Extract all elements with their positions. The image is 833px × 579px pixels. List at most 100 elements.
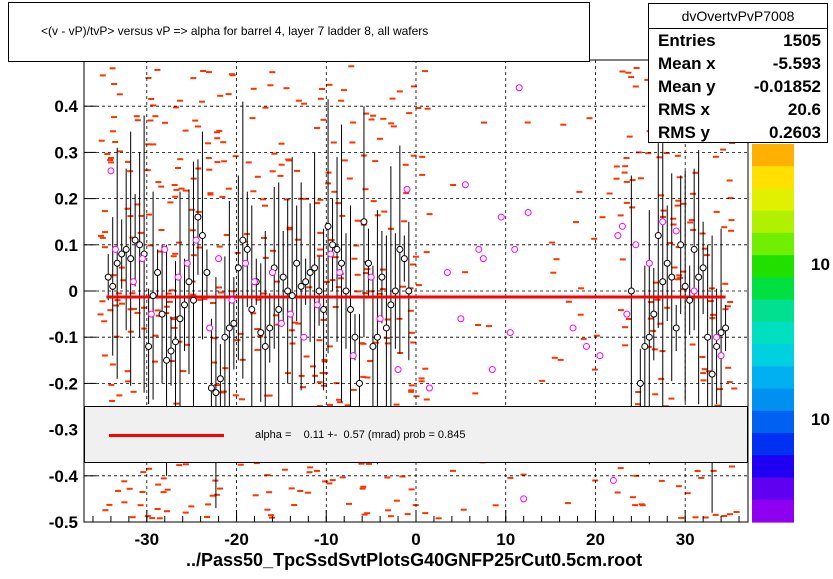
hist-cell: [200, 70, 207, 72]
open-point: [506, 329, 514, 337]
hist-cell: [694, 470, 701, 472]
hist-cell: [576, 190, 583, 193]
hist-cell: [216, 286, 222, 289]
hist-cell: [472, 392, 479, 395]
hist-cell: [408, 390, 415, 393]
hist-cell: [98, 234, 104, 237]
hist-cell: [255, 298, 262, 301]
hist-cell: [131, 307, 137, 310]
stats-label: Mean x: [658, 54, 716, 73]
hist-cell: [384, 342, 391, 345]
hist-cell: [660, 209, 667, 212]
hist-cell: [635, 403, 641, 406]
profile-point: [266, 324, 274, 332]
hist-cell: [645, 152, 652, 155]
hist-cell: [216, 129, 223, 132]
hist-cell: [264, 474, 271, 477]
hist-cell: [98, 139, 105, 142]
color-scale-cell: [752, 299, 794, 323]
hist-cell: [726, 381, 733, 383]
stats-value: 0.2603: [769, 123, 821, 142]
profile-point: [360, 218, 368, 226]
hist-cell: [364, 512, 371, 515]
hist-cell: [341, 89, 347, 92]
hist-cell: [196, 246, 203, 249]
hist-cell: [253, 462, 260, 465]
hist-cell: [306, 286, 313, 289]
profile-point: [189, 296, 197, 304]
hist-cell: [102, 231, 109, 234]
hist-cell: [692, 516, 699, 519]
open-point: [336, 269, 344, 277]
open-point: [242, 259, 250, 267]
hist-cell: [625, 71, 632, 74]
hist-cell: [225, 187, 232, 190]
hist-cell: [250, 87, 257, 90]
hist-cell: [234, 251, 241, 254]
title-box: <(v - vP)/tvP> versus vP => alpha for ba…: [8, 2, 590, 62]
hist-cell: [619, 70, 626, 73]
hist-cell: [339, 214, 346, 217]
profile-point: [636, 379, 644, 387]
hist-cell: [121, 501, 128, 504]
hist-cell: [460, 508, 467, 511]
hist-cell: [322, 480, 329, 483]
stats-value: -0.01852: [753, 77, 821, 96]
hist-cell: [180, 370, 187, 373]
profile-point: [239, 236, 247, 244]
profile-point: [659, 278, 667, 286]
profile-point: [122, 245, 130, 253]
hist-cell: [379, 288, 386, 291]
hist-cell: [688, 219, 695, 222]
open-point: [609, 476, 617, 484]
hist-cell: [300, 386, 306, 389]
hist-cell: [269, 71, 276, 74]
profile-point: [167, 347, 175, 355]
hist-cell: [252, 494, 259, 497]
hist-cell: [314, 202, 321, 205]
profile-point: [221, 333, 229, 341]
hist-cell: [638, 503, 645, 506]
color-scale-cell: [752, 499, 794, 523]
hist-cell: [393, 403, 400, 406]
hist-cell: [625, 318, 632, 320]
profile-point: [320, 305, 328, 313]
hist-cell: [147, 119, 154, 122]
hist-cell: [145, 143, 152, 146]
profile-point: [717, 329, 725, 337]
hist-cell: [328, 239, 335, 241]
hist-cell: [359, 487, 366, 490]
hist-cell: [676, 176, 683, 179]
profile-point: [311, 264, 319, 272]
hist-cell: [404, 513, 411, 516]
hist-cell: [727, 301, 734, 303]
hist-cell: [713, 210, 720, 213]
open-point: [367, 273, 375, 281]
profile-point: [668, 273, 676, 281]
hist-cell: [147, 244, 154, 247]
file-path-footer: ../Pass50_TpcSsdSvtPlotsG40GNFP25rCut0.5…: [186, 550, 643, 570]
hist-cell: [492, 504, 499, 507]
open-point: [349, 352, 357, 360]
profile-point: [118, 250, 126, 258]
hist-cell: [125, 160, 131, 163]
hist-cell: [376, 292, 383, 295]
hist-cell: [560, 123, 567, 126]
profile-point: [154, 269, 162, 277]
hist-cell: [647, 301, 654, 303]
hist-cell: [116, 93, 123, 96]
hist-cell: [580, 337, 587, 340]
hist-cell: [232, 155, 239, 158]
hist-cell: [209, 494, 216, 497]
hist-cell: [212, 479, 219, 482]
stats-value: -5.593: [772, 54, 821, 73]
hist-cell: [687, 221, 694, 224]
hist-cell: [176, 340, 183, 343]
hist-cell: [228, 73, 235, 76]
hist-cell: [150, 143, 157, 146]
hist-cell: [385, 509, 392, 512]
hist-cell: [167, 201, 174, 204]
hist-cell: [319, 372, 326, 374]
hist-cell: [507, 476, 514, 479]
profile-point: [387, 301, 395, 309]
